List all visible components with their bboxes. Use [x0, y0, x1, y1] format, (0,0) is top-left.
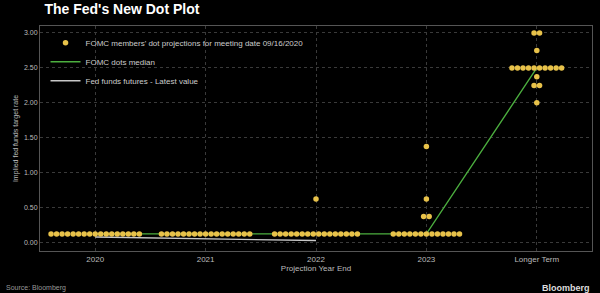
svg-text:FOMC members' dot projections: FOMC members' dot projections for meetin…	[86, 39, 304, 48]
svg-text:Fed funds futures - Latest val: Fed funds futures - Latest value	[86, 77, 199, 86]
svg-text:Projection Year End: Projection Year End	[281, 264, 351, 273]
svg-text:Longer Term: Longer Term	[514, 255, 559, 264]
svg-text:FOMC dots median: FOMC dots median	[86, 58, 155, 67]
svg-text:0.00: 0.00	[24, 239, 38, 246]
svg-text:2.00: 2.00	[24, 99, 38, 106]
svg-text:Source: Bloomberg: Source: Bloomberg	[6, 284, 66, 292]
svg-text:1.00: 1.00	[24, 169, 38, 176]
svg-text:2023: 2023	[418, 255, 436, 264]
svg-text:2022: 2022	[307, 255, 325, 264]
svg-text:Implied fed funds target rate: Implied fed funds target rate	[12, 95, 20, 182]
svg-text:2.50: 2.50	[24, 64, 38, 71]
svg-text:3.00: 3.00	[24, 29, 38, 36]
svg-text:2021: 2021	[197, 255, 215, 264]
svg-text:0.50: 0.50	[24, 204, 38, 211]
svg-text:2020: 2020	[86, 255, 104, 264]
svg-text:1.50: 1.50	[24, 134, 38, 141]
svg-text:The Fed's New Dot Plot: The Fed's New Dot Plot	[44, 1, 199, 17]
svg-text:Bloomberg: Bloomberg	[542, 283, 590, 293]
